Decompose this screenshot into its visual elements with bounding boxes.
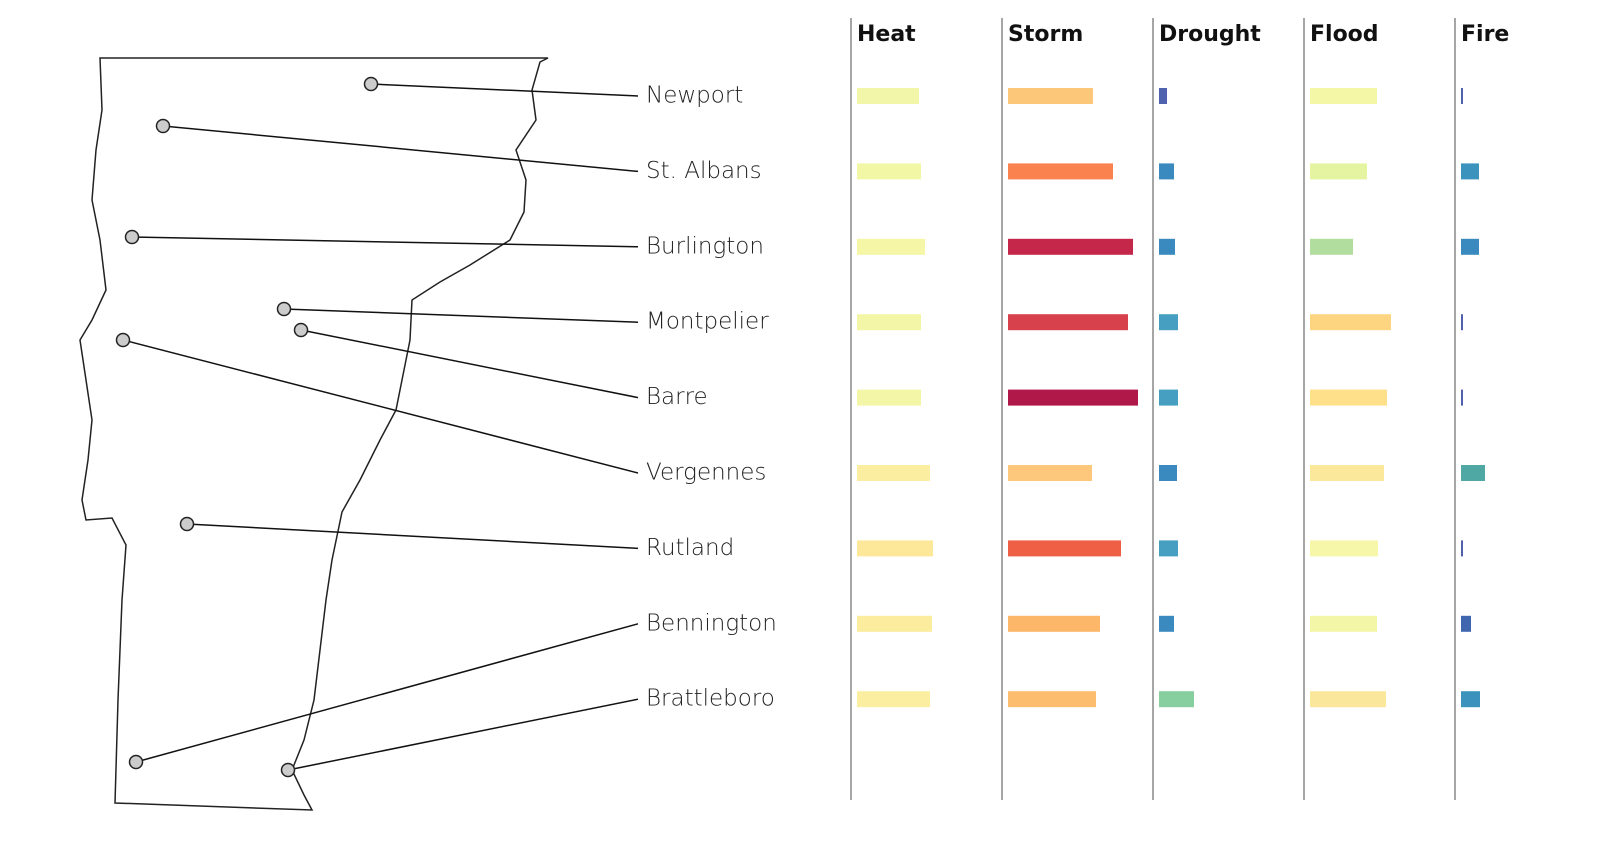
bar (1310, 389, 1387, 406)
bar (1461, 615, 1471, 632)
city-label: Vergennes (646, 460, 766, 486)
city-dot (155, 118, 171, 134)
bar (1008, 238, 1133, 255)
bar (1159, 465, 1177, 481)
city-dot (276, 301, 292, 317)
leader-line (283, 308, 639, 323)
city-label: St. Albans (646, 158, 762, 184)
bar (1310, 88, 1377, 104)
bar (1461, 465, 1485, 481)
city-dot (363, 76, 379, 92)
bar (857, 389, 921, 406)
bar (1461, 389, 1463, 406)
city-dot (115, 332, 131, 348)
bar (857, 691, 930, 708)
bar (857, 238, 925, 255)
bar (1310, 540, 1378, 557)
column-header: Storm (1008, 22, 1083, 47)
bar (857, 314, 921, 331)
column-header: Fire (1461, 22, 1509, 47)
bar (1310, 163, 1367, 180)
bar (1461, 238, 1479, 255)
state-outline (79, 57, 549, 811)
column-header: Drought (1159, 22, 1261, 47)
column-header: Flood (1310, 22, 1379, 47)
bar (1461, 314, 1463, 331)
bar (1008, 389, 1138, 406)
leader-line (300, 329, 639, 399)
bar (857, 163, 921, 180)
city-dot (128, 754, 144, 770)
bar (857, 88, 919, 104)
leader-line (131, 236, 639, 248)
bar (1461, 88, 1463, 104)
city-label: Barre (646, 384, 708, 410)
city-dot (293, 322, 309, 338)
bar (1159, 314, 1178, 331)
city-label: Newport (646, 83, 743, 109)
bar (1159, 615, 1174, 632)
bar (857, 615, 932, 632)
city-label: Burlington (646, 233, 764, 259)
city-dot (124, 229, 140, 245)
leader-line (370, 83, 639, 97)
bar (1008, 465, 1092, 481)
city-label: Brattleboro (646, 686, 775, 712)
city-dot (179, 516, 195, 532)
bar (1159, 238, 1175, 255)
bar (1159, 540, 1178, 557)
leader-line (186, 523, 639, 550)
bar (1008, 615, 1100, 632)
bar (1461, 540, 1463, 557)
bar (1008, 691, 1096, 708)
leader-line (135, 623, 639, 763)
city-label: Rutland (646, 535, 734, 561)
city-dot (280, 762, 296, 778)
leader-line (287, 698, 639, 771)
bar (1461, 163, 1479, 180)
bar (1461, 691, 1480, 708)
bar (1310, 238, 1353, 255)
bar (1008, 314, 1128, 331)
bar (1159, 691, 1194, 708)
leader-line (162, 125, 639, 173)
city-label: Montpelier (646, 309, 769, 335)
bar (1159, 389, 1178, 406)
city-label: Bennington (646, 610, 777, 636)
bar (1310, 314, 1391, 331)
bar (1310, 691, 1386, 708)
leader-line (122, 339, 639, 474)
bar (857, 540, 933, 557)
bar (1159, 88, 1167, 104)
bar (1310, 465, 1384, 481)
bar (1159, 163, 1174, 180)
bar (1008, 540, 1121, 557)
bar (857, 465, 930, 481)
bar (1008, 88, 1093, 104)
bar (1310, 615, 1377, 632)
bar (1008, 163, 1113, 180)
column-header: Heat (857, 22, 916, 47)
